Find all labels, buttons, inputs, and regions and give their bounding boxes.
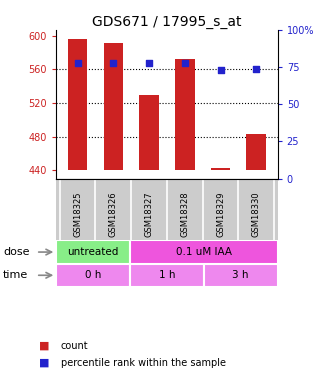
Point bbox=[182, 60, 187, 66]
Bar bbox=[211, 168, 230, 170]
Point bbox=[146, 60, 152, 66]
Text: ■: ■ bbox=[39, 357, 49, 368]
Text: GSM18327: GSM18327 bbox=[144, 192, 153, 237]
Text: 3 h: 3 h bbox=[232, 270, 249, 280]
Text: 0.1 uM IAA: 0.1 uM IAA bbox=[176, 247, 232, 257]
Text: time: time bbox=[3, 270, 29, 280]
Point bbox=[254, 66, 259, 72]
Bar bbox=[139, 94, 159, 170]
Text: GSM18330: GSM18330 bbox=[252, 192, 261, 237]
Text: GSM18326: GSM18326 bbox=[109, 192, 118, 237]
Bar bbox=[175, 59, 195, 170]
Text: dose: dose bbox=[3, 247, 30, 257]
Title: GDS671 / 17995_s_at: GDS671 / 17995_s_at bbox=[92, 15, 242, 29]
Text: GSM18329: GSM18329 bbox=[216, 192, 225, 237]
Bar bbox=[247, 134, 266, 170]
Text: 0 h: 0 h bbox=[85, 270, 101, 280]
Bar bbox=[130, 264, 204, 287]
Bar bbox=[56, 264, 130, 287]
Text: GSM18328: GSM18328 bbox=[180, 192, 189, 237]
Text: 1 h: 1 h bbox=[159, 270, 175, 280]
Text: GSM18325: GSM18325 bbox=[73, 192, 82, 237]
Text: percentile rank within the sample: percentile rank within the sample bbox=[61, 357, 226, 368]
Bar bbox=[130, 240, 278, 264]
Bar bbox=[103, 44, 123, 170]
Bar bbox=[68, 39, 87, 170]
Text: count: count bbox=[61, 340, 89, 351]
Point bbox=[111, 60, 116, 66]
Bar bbox=[204, 264, 278, 287]
Point bbox=[218, 67, 223, 73]
Bar bbox=[56, 240, 130, 264]
Point bbox=[75, 60, 80, 66]
Text: ■: ■ bbox=[39, 340, 49, 351]
Text: untreated: untreated bbox=[67, 247, 119, 257]
